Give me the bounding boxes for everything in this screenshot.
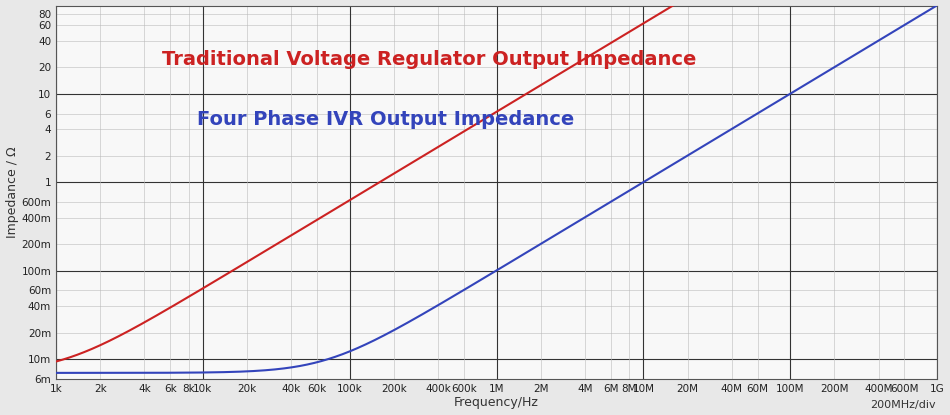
Text: 200MHz/div: 200MHz/div	[870, 400, 936, 410]
Y-axis label: Impedance / Ω: Impedance / Ω	[6, 146, 19, 238]
Text: Traditional Voltage Regulator Output Impedance: Traditional Voltage Regulator Output Imp…	[162, 50, 696, 69]
Text: Four Phase IVR Output Impedance: Four Phase IVR Output Impedance	[197, 110, 574, 129]
X-axis label: Frequency/Hz: Frequency/Hz	[454, 396, 539, 410]
